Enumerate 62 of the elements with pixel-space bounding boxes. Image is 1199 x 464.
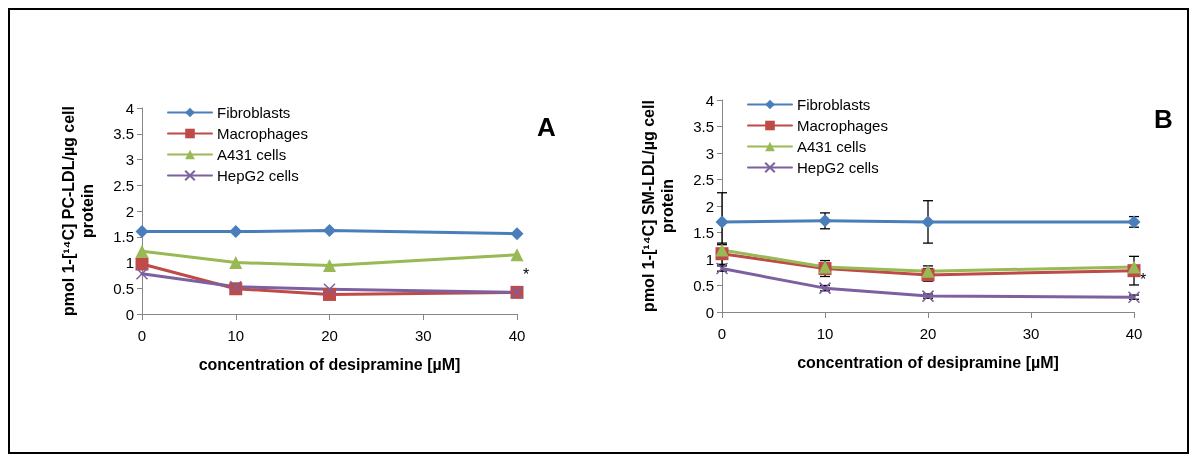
x-axis-title: concentration of desipramine [µM]: [797, 353, 1059, 371]
x-tick-label: 20: [321, 327, 338, 344]
point: [323, 283, 336, 296]
point: [135, 267, 149, 281]
legend-label: Macrophages: [797, 117, 888, 134]
y-tick-label: 2: [705, 197, 714, 215]
point: [229, 256, 243, 269]
text: A: [537, 112, 556, 142]
x-tick-label: 40: [508, 327, 526, 344]
legend-label: Fibroblasts: [797, 96, 871, 113]
x-tick-label: 30: [1022, 325, 1040, 342]
y-tick-label: 0.5: [693, 277, 714, 294]
point: [510, 227, 524, 241]
legend-label: A431 cells: [797, 138, 867, 155]
point: [135, 244, 149, 258]
legend-label: A431 cells: [217, 146, 287, 163]
point: [229, 225, 243, 239]
point: [135, 225, 149, 239]
point: [323, 259, 336, 273]
y-axis-title: pmol 1-[¹⁴C] SM-LDL/µg cell protein: [640, 100, 676, 312]
point: [715, 243, 729, 257]
point: [323, 224, 336, 238]
y-tick-label: 3.5: [693, 118, 714, 135]
legend-label: Macrophages: [217, 125, 308, 142]
y-axis-title: pmol 1-[¹⁴C] PC-LDL/µg cell protein: [60, 105, 96, 317]
x-tick-label: 0: [137, 327, 147, 344]
y-tick-label: 2.5: [693, 171, 714, 188]
point: [921, 215, 935, 229]
annotation: *: [523, 265, 530, 283]
y-tick-label: 1: [125, 254, 134, 271]
y-tick-label: 0.5: [113, 279, 134, 297]
y-tick-label: 3: [125, 151, 134, 168]
x-tick-label: 0: [717, 325, 727, 342]
point: [135, 257, 149, 271]
x-tick-label: 10: [816, 325, 834, 342]
point: [510, 248, 524, 262]
y-tick-label: 3.5: [113, 125, 134, 143]
y-tick-label: 0: [705, 303, 714, 321]
y-tick-label: 4: [705, 91, 714, 109]
legend-label: Fibroblasts: [217, 104, 291, 121]
point: [921, 289, 935, 303]
y-tick-label: 3: [705, 144, 714, 162]
legend-label: HepG2 cells: [217, 167, 299, 184]
x-tick-label: 20: [919, 325, 937, 342]
annotation: *: [1140, 270, 1147, 288]
text: B: [1154, 104, 1173, 134]
x-tick-label: 10: [227, 327, 245, 344]
point: [715, 215, 729, 229]
y-tick-label: 1.5: [113, 228, 134, 246]
y-tick-label: 4: [125, 99, 134, 117]
y-tick-label: 1: [705, 250, 714, 268]
x-tick-label: 40: [1125, 325, 1143, 342]
legend-label: HepG2 cells: [797, 159, 879, 176]
point: [1127, 260, 1141, 274]
x-axis-title: concentration of desipramine [µM]: [198, 355, 461, 373]
x-tick-label: 30: [414, 327, 432, 344]
y-tick-label: 2: [125, 202, 134, 220]
y-tick-label: 0: [125, 305, 134, 323]
y-tick-label: 2.5: [113, 176, 134, 194]
point: [715, 262, 729, 275]
y-tick-label: 1.5: [693, 224, 714, 241]
point: [1127, 290, 1141, 304]
